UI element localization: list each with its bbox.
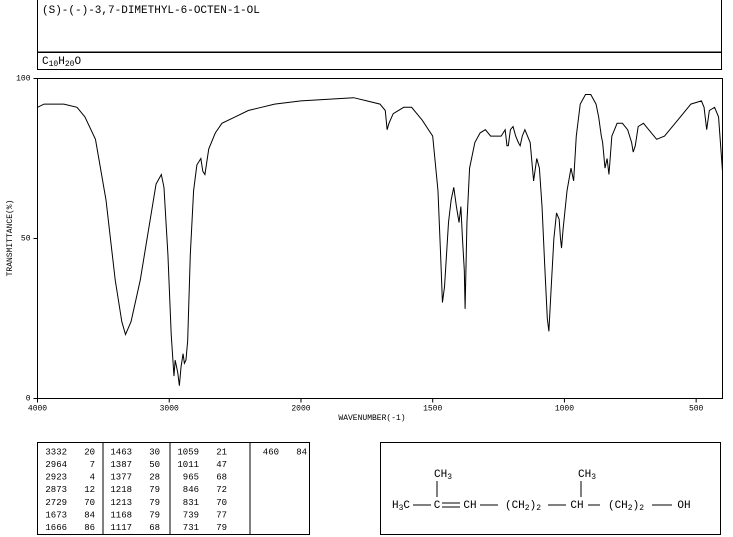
peak-wavenumber: 2964 — [45, 460, 67, 470]
y-tick-label: 0 — [26, 395, 31, 404]
x-tick-label: 1000 — [555, 405, 574, 414]
peak-wavenumber: 1666 — [45, 523, 67, 533]
peak-wavenumber: 2873 — [45, 485, 67, 495]
structure-branch: CH3 — [434, 469, 452, 482]
structure-group: (CH2)2 — [505, 500, 541, 513]
plot-frame — [37, 78, 723, 399]
peak-wavenumber: 1059 — [177, 447, 199, 457]
x-tick-label: 3000 — [160, 405, 179, 414]
spectrum-line — [37, 94, 723, 386]
peak-transmittance: 77 — [216, 510, 227, 520]
peak-transmittance: 72 — [216, 485, 227, 495]
peak-table-box — [37, 442, 310, 535]
structure-bonds — [413, 481, 672, 508]
peak-transmittance: 47 — [216, 460, 227, 470]
peak-wavenumber: 1213 — [110, 498, 132, 508]
peak-transmittance: 79 — [149, 485, 160, 495]
peak-wavenumber: 2923 — [45, 473, 67, 483]
y-tick-label: 50 — [21, 235, 31, 244]
x-tick-label: 500 — [689, 405, 704, 414]
peak-wavenumber: 831 — [183, 498, 199, 508]
peak-wavenumber: 1387 — [110, 460, 132, 470]
peak-wavenumber: 460 — [263, 447, 279, 457]
structure-group: (CH2)2 — [608, 500, 644, 513]
x-tick-label: 4000 — [28, 405, 47, 414]
peak-transmittance: 20 — [84, 447, 95, 457]
formula-box — [37, 52, 722, 70]
x-tick-label: 1500 — [423, 405, 442, 414]
peak-wavenumber: 1377 — [110, 473, 132, 483]
peak-transmittance: 79 — [149, 498, 160, 508]
x-axis-label: WAVENUMBER(-1) — [338, 414, 405, 423]
peak-transmittance: 79 — [149, 510, 160, 520]
peak-transmittance: 50 — [149, 460, 160, 470]
peak-wavenumber: 1673 — [45, 510, 67, 520]
peak-wavenumber: 739 — [183, 510, 199, 520]
peak-transmittance: 86 — [84, 523, 95, 533]
formula: C10H20O — [42, 56, 81, 69]
peak-transmittance: 30 — [149, 447, 160, 457]
peak-transmittance: 68 — [149, 523, 160, 533]
structure-group: H3C — [392, 500, 410, 513]
structure-group: C — [434, 500, 441, 512]
peak-wavenumber: 3332 — [45, 447, 67, 457]
structure-group: CH — [570, 500, 583, 512]
peak-transmittance: 4 — [90, 473, 95, 483]
structure-group: OH — [677, 500, 690, 512]
structure-box — [380, 442, 721, 535]
x-tick-label: 2000 — [291, 405, 310, 414]
peak-wavenumber: 846 — [183, 485, 199, 495]
peak-wavenumber: 965 — [183, 473, 199, 483]
peak-transmittance: 21 — [216, 447, 227, 457]
peak-wavenumber: 731 — [183, 523, 199, 533]
peak-transmittance: 84 — [296, 447, 307, 457]
peak-wavenumber: 1117 — [110, 523, 132, 533]
peak-transmittance: 70 — [216, 498, 227, 508]
peak-wavenumber: 1463 — [110, 447, 132, 457]
peak-wavenumber: 2729 — [45, 498, 67, 508]
peak-transmittance: 28 — [149, 473, 160, 483]
y-axis-label: TRANSMITTANCE(%) — [6, 200, 15, 277]
peak-transmittance: 68 — [216, 473, 227, 483]
peak-wavenumber: 1011 — [177, 460, 199, 470]
structure-branch: CH3 — [578, 469, 596, 482]
peak-transmittance: 84 — [84, 510, 95, 520]
compound-name: (S)-(-)-3,7-DIMETHYL-6-OCTEN-1-OL — [42, 5, 260, 17]
peak-wavenumber: 1168 — [110, 510, 132, 520]
y-tick-label: 100 — [16, 75, 31, 84]
peak-transmittance: 12 — [84, 485, 95, 495]
peak-transmittance: 70 — [84, 498, 95, 508]
peak-transmittance: 79 — [216, 523, 227, 533]
structure-group: CH — [463, 500, 476, 512]
peak-transmittance: 7 — [90, 460, 95, 470]
peak-wavenumber: 1218 — [110, 485, 132, 495]
